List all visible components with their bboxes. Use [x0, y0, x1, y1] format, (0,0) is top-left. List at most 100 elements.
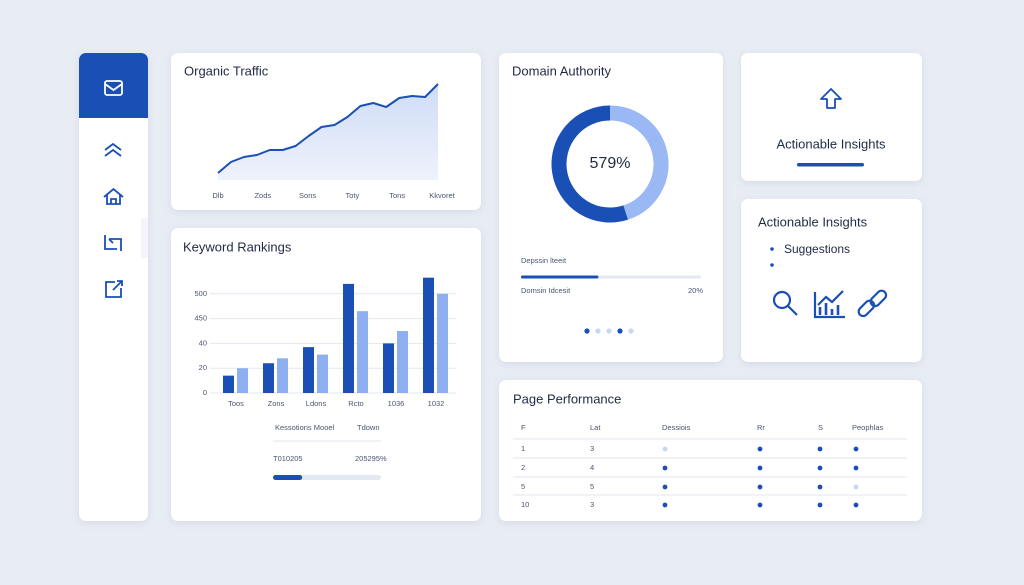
- x-tick-label: Kkvoret: [429, 191, 455, 200]
- status-dot: [817, 484, 823, 490]
- card-insights-top: [741, 53, 922, 181]
- pager: [584, 328, 634, 334]
- icon-arrow-up: [820, 88, 842, 109]
- bar: [223, 375, 234, 393]
- status-dot: [662, 502, 668, 508]
- sidebar-panel: [79, 53, 148, 521]
- table-cell: T010205: [273, 454, 303, 463]
- area: [218, 84, 438, 180]
- status-dot: [853, 502, 859, 508]
- card-title: Organic Traffic: [184, 63, 269, 78]
- x-tick-label: Toos: [228, 399, 244, 408]
- pager-dot[interactable]: [584, 328, 590, 334]
- card-title: Actionable Insights: [776, 136, 886, 151]
- bar: [397, 331, 408, 393]
- table-header: Kessotions Mooel: [275, 423, 335, 432]
- sidebar-active[interactable]: [79, 53, 148, 118]
- y-tick-label: 20: [199, 363, 207, 372]
- x-tick-label: Dlb: [212, 191, 223, 200]
- icon-chart[interactable]: [813, 290, 845, 319]
- x-tick-label: Zons: [268, 399, 285, 408]
- status-dot: [853, 465, 859, 471]
- icon-search[interactable]: [772, 290, 798, 316]
- x-tick-label: Tons: [389, 191, 405, 200]
- icon-edit[interactable]: [105, 280, 123, 298]
- card-title: Domain Authority: [512, 63, 611, 78]
- underline: [797, 163, 864, 167]
- bar: [303, 347, 314, 393]
- column-header: F: [521, 423, 526, 432]
- bar: [263, 363, 274, 393]
- x-tick-label: Rcto: [348, 399, 363, 408]
- sidebar: [79, 53, 148, 521]
- status-dot: [853, 484, 859, 490]
- status-dot: [817, 465, 823, 471]
- table-cell: 5: [521, 482, 525, 491]
- pager-dot[interactable]: [628, 328, 634, 334]
- card-insights: [741, 199, 922, 362]
- icon-resize[interactable]: [104, 235, 122, 251]
- column-header: Dessiois: [662, 423, 691, 432]
- y-tick-label: 450: [194, 314, 207, 323]
- status-dot: [757, 465, 763, 471]
- table-cell: 3: [590, 444, 594, 453]
- card-title: Actionable Insights: [758, 214, 868, 229]
- status-dot: [662, 446, 668, 452]
- column-header: S: [818, 423, 823, 432]
- x-tick-label: 1036: [388, 399, 405, 408]
- pager-dot[interactable]: [595, 328, 601, 334]
- metric-value: 20%: [688, 286, 703, 295]
- card-page-performance: [499, 380, 922, 521]
- table-cell: 3: [590, 500, 594, 509]
- bar: [317, 354, 328, 393]
- y-tick-label: 500: [194, 289, 207, 298]
- bar: [343, 283, 354, 393]
- table-cell: 5: [590, 482, 594, 491]
- column-header: Rr: [757, 423, 765, 432]
- bar: [357, 311, 368, 393]
- sidebar-tab: [141, 218, 148, 258]
- x-tick-label: 1032: [428, 399, 445, 408]
- status-dot: [757, 446, 763, 452]
- x-tick-label: Sons: [299, 191, 316, 200]
- donut-segment: [609, 105, 669, 220]
- progress-fill: [521, 275, 599, 279]
- bar: [383, 343, 394, 393]
- pager-dot[interactable]: [617, 328, 623, 334]
- bar: [423, 277, 434, 393]
- pager-dot[interactable]: [606, 328, 612, 334]
- bullet: [770, 247, 774, 251]
- metric-label: Domsin Idcesit: [521, 286, 571, 295]
- status-dot: [757, 502, 763, 508]
- status-dot: [853, 446, 859, 452]
- column-header: Lat: [590, 423, 601, 432]
- card-title: Page Performance: [513, 391, 621, 406]
- table-cell: 1: [521, 444, 525, 453]
- icon-layers[interactable]: [104, 142, 122, 157]
- status-dot: [817, 502, 823, 508]
- x-tick-label: Zods: [254, 191, 271, 200]
- status-dot: [757, 484, 763, 490]
- status-dot: [662, 484, 668, 490]
- y-tick-label: 0: [203, 388, 207, 397]
- x-tick-label: Ldons: [306, 399, 327, 408]
- line: [217, 83, 439, 174]
- bullet-text: Suggestions: [784, 242, 850, 256]
- table-header: Tdown: [357, 423, 380, 432]
- metric-label: Depssin lteeit: [521, 256, 567, 265]
- card-domain-authority: [499, 53, 723, 362]
- bar: [277, 358, 288, 393]
- icon-link[interactable]: [857, 289, 888, 318]
- icon-mail[interactable]: [104, 80, 123, 96]
- card-title: Keyword Rankings: [183, 239, 292, 254]
- progress-fill: [273, 475, 303, 480]
- bar: [437, 293, 448, 393]
- bar: [237, 368, 248, 393]
- status-dot: [817, 446, 823, 452]
- table-cell: 4: [590, 463, 594, 472]
- table-cell: 2: [521, 463, 525, 472]
- icon-home[interactable]: [103, 187, 124, 205]
- column-header: Peophlas: [852, 423, 884, 432]
- table-cell: 10: [521, 500, 529, 509]
